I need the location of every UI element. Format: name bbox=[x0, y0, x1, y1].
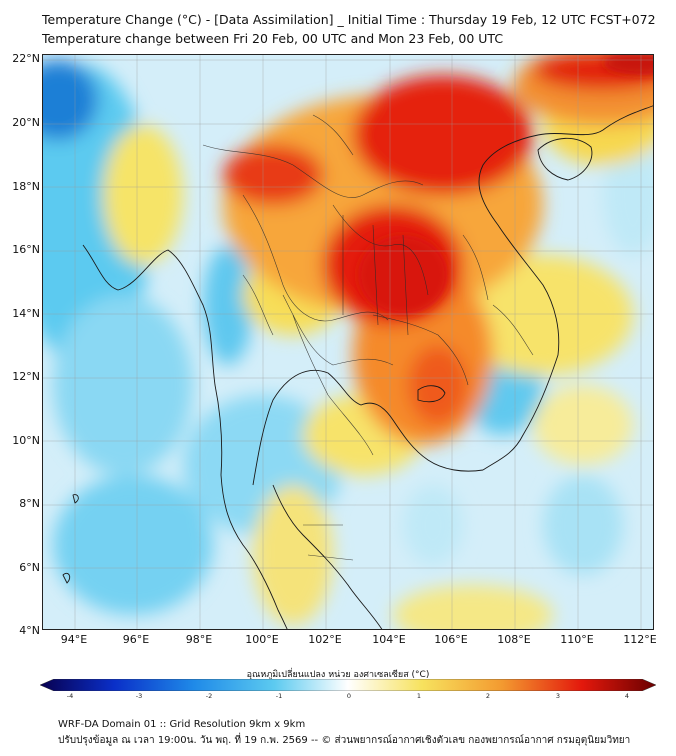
footer-update-info: ปรับปรุงข้อมูล ณ เวลา 19:00น. วัน พฤ. ที… bbox=[58, 735, 631, 746]
colorbar bbox=[40, 679, 656, 691]
colorbar-tick-neg4: -4 bbox=[66, 692, 74, 700]
colorbar-tick-0: 0 bbox=[346, 692, 352, 700]
lat-label-18n: 18°N bbox=[12, 180, 40, 193]
colorbar-tick-2: 2 bbox=[485, 692, 491, 700]
footer-model-info: WRF-DA Domain 01 :: Grid Resolution 9km … bbox=[58, 719, 306, 730]
lat-label-20n: 20°N bbox=[12, 116, 40, 129]
lat-label-4n: 4°N bbox=[19, 624, 40, 637]
lat-label-10n: 10°N bbox=[12, 434, 40, 447]
lat-label-12n: 12°N bbox=[12, 370, 40, 383]
chart-title: Temperature Change (°C) - [Data Assimila… bbox=[42, 12, 656, 27]
temperature-field bbox=[43, 55, 653, 629]
colorbar-tick-neg2: -2 bbox=[205, 692, 213, 700]
lon-label-100e: 100°E bbox=[245, 633, 279, 646]
lat-label-14n: 14°N bbox=[12, 307, 40, 320]
coastline bbox=[62, 105, 653, 629]
colorbar-tick-neg1: -1 bbox=[275, 692, 283, 700]
lon-label-102e: 102°E bbox=[308, 633, 342, 646]
chart-subtitle: Temperature change between Fri 20 Feb, 0… bbox=[42, 31, 504, 46]
colorbar-tick-neg3: -3 bbox=[135, 692, 143, 700]
colorbar-tick-1: 1 bbox=[416, 692, 422, 700]
lon-label-104e: 104°E bbox=[372, 633, 406, 646]
colorbar-tick-4: 4 bbox=[624, 692, 630, 700]
temperature-map bbox=[42, 54, 654, 630]
lat-label-6n: 6°N bbox=[19, 561, 40, 574]
lon-label-112e: 112°E bbox=[623, 633, 657, 646]
lon-label-98e: 98°E bbox=[185, 633, 213, 646]
lat-label-22n: 22°N bbox=[12, 52, 40, 65]
lat-label-16n: 16°N bbox=[12, 243, 40, 256]
lon-label-108e: 108°E bbox=[497, 633, 531, 646]
lon-label-106e: 106°E bbox=[434, 633, 468, 646]
lon-label-94e: 94°E bbox=[60, 633, 88, 646]
lon-label-110e: 110°E bbox=[560, 633, 594, 646]
lat-label-8n: 8°N bbox=[19, 497, 40, 510]
colorbar-title: อุณหภูมิเปลี่ยนแปลง หน่วย องศาเซลเซียส (… bbox=[246, 670, 430, 680]
map-canvas bbox=[43, 55, 653, 629]
colorbar-tick-3: 3 bbox=[555, 692, 561, 700]
province-borders bbox=[202, 114, 534, 561]
lon-label-96e: 96°E bbox=[122, 633, 150, 646]
graticule bbox=[43, 55, 653, 629]
